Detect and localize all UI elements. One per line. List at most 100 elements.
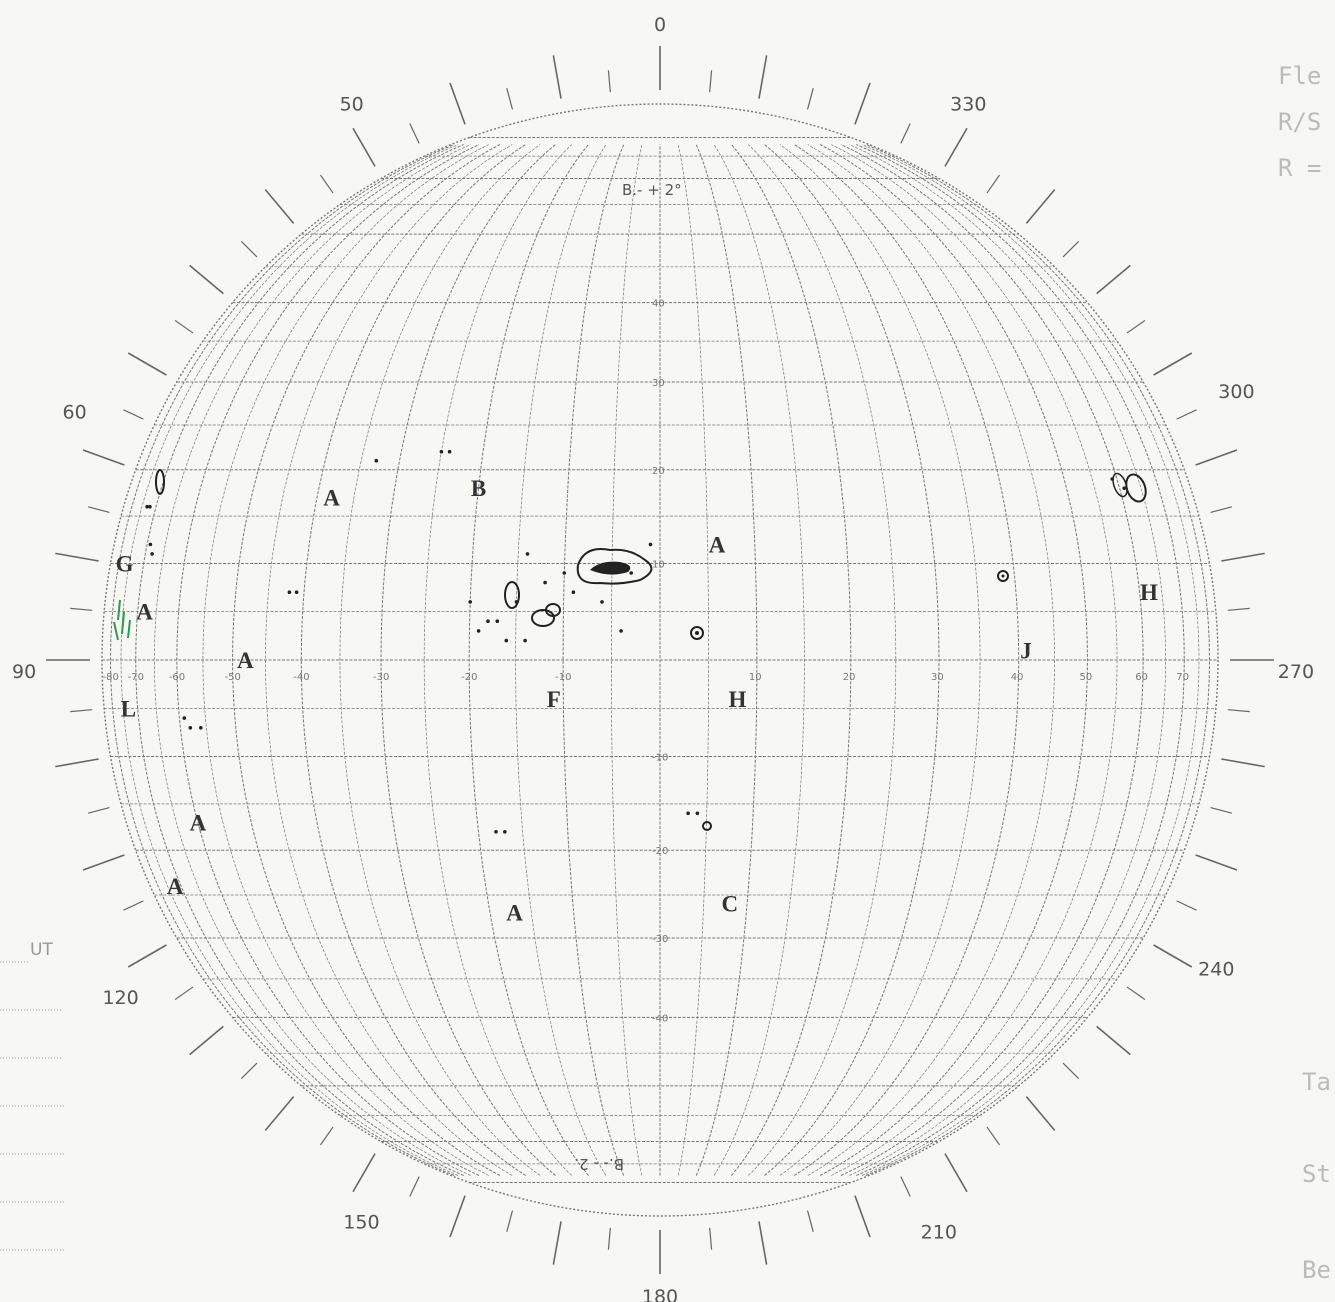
- pore: [199, 726, 203, 730]
- pa-tick: [1062, 240, 1080, 258]
- longitude-label: 10: [749, 672, 762, 683]
- pore: [494, 830, 498, 834]
- latitude-label: 20: [652, 466, 665, 477]
- pore: [1122, 486, 1126, 491]
- longitude-label: 30: [931, 672, 944, 683]
- pa-tick: [1227, 709, 1250, 713]
- pa-tick: [1153, 944, 1193, 968]
- pa-tick: [1176, 409, 1197, 420]
- pore: [447, 449, 452, 454]
- b0-bottom-label: B.- - 2.: [574, 1155, 624, 1173]
- pa-tick: [352, 1153, 376, 1193]
- pa-tick: [854, 1195, 871, 1238]
- latitude-label: -20: [652, 846, 668, 857]
- pa-tick: [506, 1210, 514, 1232]
- pa-tick: [174, 319, 194, 334]
- pa-tick: [70, 709, 93, 713]
- pore: [695, 811, 700, 816]
- pa-label: 300: [1218, 381, 1254, 403]
- latitude-label: 10: [652, 560, 665, 571]
- pore: [182, 716, 187, 720]
- meridian-line: [339, 144, 541, 1176]
- pa-tick: [409, 1176, 420, 1197]
- latitude-label: 30: [652, 378, 665, 389]
- footer-line-st: St: [1302, 1160, 1331, 1188]
- pa-tick: [1126, 986, 1146, 1001]
- pa-tick: [1195, 449, 1238, 466]
- pore: [1110, 477, 1114, 481]
- pa-tick: [806, 88, 814, 110]
- pa-tick: [986, 174, 1001, 194]
- pa-tick: [607, 70, 611, 93]
- pa-tick: [1210, 506, 1232, 514]
- meridian-line: [515, 144, 607, 1176]
- region-tag: J: [1020, 638, 1032, 663]
- pa-tick: [709, 70, 713, 93]
- meridian-line: [794, 144, 1020, 1176]
- pa-tick: [1096, 264, 1131, 295]
- pa-tick: [449, 1195, 466, 1238]
- meridian-line: [423, 144, 572, 1176]
- pore: [294, 590, 299, 594]
- pa-tick: [1221, 758, 1265, 768]
- pa-tick: [189, 1025, 224, 1056]
- pore: [562, 571, 567, 575]
- pa-tick: [1210, 806, 1232, 814]
- pa-tick: [1176, 900, 1197, 911]
- meridian-line: [856, 144, 1185, 1176]
- region-tag: B: [471, 476, 486, 501]
- pa-tick: [82, 854, 125, 871]
- sunspot-group-central: [155, 469, 1147, 831]
- region-tag: H: [1140, 580, 1158, 605]
- longitude-label: -60: [169, 672, 185, 683]
- pore: [150, 552, 154, 556]
- longitude-label: -80: [103, 672, 119, 683]
- b0-top-label: B.- + 2°: [622, 181, 682, 199]
- longitude-label: -10: [555, 672, 571, 683]
- pa-tick: [1096, 1025, 1131, 1056]
- region-tag: A: [190, 811, 207, 836]
- latitude-labels: 40 30 20 10 -10 -20 -30 -40: [652, 299, 668, 1025]
- pore: [145, 504, 149, 509]
- ut-label: UT: [30, 940, 53, 960]
- pore: [686, 811, 690, 816]
- pa-tick: [352, 127, 376, 167]
- longitude-labels: -80 -70 -60 -50 -40 -30 -20 -10 10 20 30 40 50 60 70: [103, 672, 1190, 683]
- pore: [619, 629, 623, 633]
- sunspot-pores: [145, 449, 1126, 834]
- pa-tick: [1062, 1062, 1080, 1080]
- meridian-line: [202, 144, 489, 1176]
- pa-tick: [552, 1221, 562, 1265]
- pa-tick: [900, 123, 911, 144]
- pa-tick: [240, 1062, 258, 1080]
- region-tag: A: [167, 874, 184, 899]
- pore: [148, 504, 152, 509]
- pa-label: 0: [654, 14, 666, 36]
- pa-tick: [55, 552, 99, 562]
- pa-tick: [758, 1221, 768, 1265]
- pa-tick: [127, 944, 167, 968]
- region-tag: C: [721, 892, 738, 917]
- pa-tick: [123, 409, 144, 420]
- pore: [600, 600, 604, 604]
- pore: [503, 830, 507, 834]
- solar-limb: [101, 103, 1219, 1217]
- pa-label: 90: [12, 661, 36, 683]
- pa-tick: [854, 82, 871, 125]
- pore: [629, 571, 633, 575]
- longitude-label: 20: [843, 672, 856, 683]
- pa-tick: [123, 900, 144, 911]
- meridian-line: [831, 144, 1118, 1176]
- pa-label: 330: [950, 94, 986, 116]
- region-tag: A: [709, 532, 726, 557]
- footer-line-be: Be: [1302, 1256, 1331, 1284]
- pa-tick: [409, 123, 420, 144]
- longitude-label: 70: [1176, 672, 1189, 683]
- region-tag: G: [116, 552, 134, 577]
- meridian-line: [135, 144, 464, 1176]
- pa-tick: [1126, 319, 1146, 334]
- pa-tick: [319, 1126, 334, 1146]
- longitude-label: -70: [128, 672, 144, 683]
- pa-tick: [1025, 189, 1056, 224]
